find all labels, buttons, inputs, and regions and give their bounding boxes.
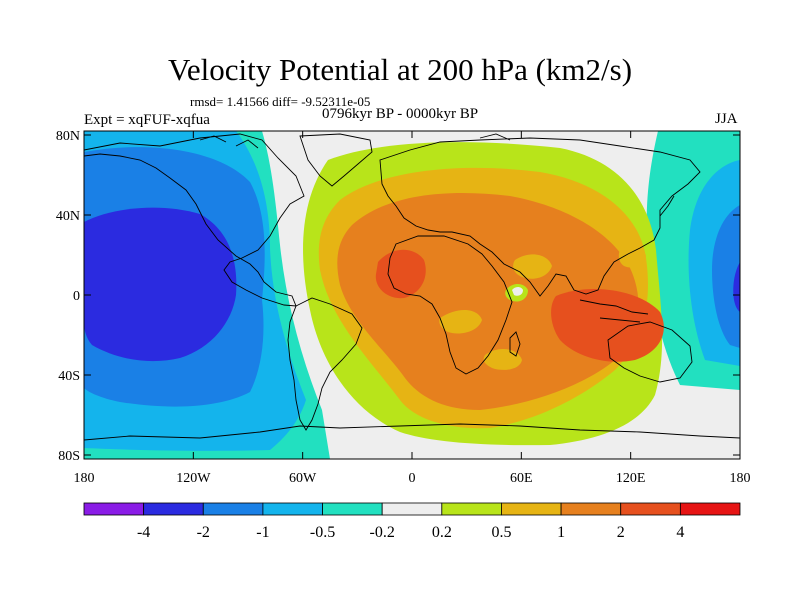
coastline-africa: [387, 235, 513, 375]
lon-tick-label: 0: [409, 471, 416, 486]
colorbar-label: 4: [676, 524, 684, 541]
colorbar-box: [441, 502, 502, 516]
lat-tick-label: 80S: [58, 449, 80, 464]
colorbar-label: 2: [617, 524, 625, 541]
coastline-eurasia: [379, 137, 701, 297]
colorbar-box: [262, 502, 323, 516]
lat-tick-label: 40S: [58, 369, 80, 384]
coastline-indonesia: [579, 299, 649, 323]
contour-neg-02-spot: [512, 287, 523, 296]
period-label: 0796kyr BP - 0000kyr BP: [322, 106, 479, 122]
colorbar-label: -1: [256, 524, 269, 541]
coastline-madagascar: [509, 331, 521, 357]
colorbar-box: [202, 502, 264, 516]
lat-tick-label: 80N: [56, 129, 80, 144]
lon-tick-label: 120E: [616, 471, 646, 486]
contour-neg-2-east: [733, 262, 740, 312]
lon-tick-label: 180: [74, 471, 95, 486]
coastline-arctic-islands: [199, 133, 511, 149]
coastline-layer: [84, 133, 740, 441]
season-label: JJA: [715, 111, 738, 127]
colorbar-box: [501, 502, 562, 516]
experiment-label: Expt = xqFUF-xqfua: [84, 112, 210, 128]
contour-pos-1: [337, 192, 639, 410]
contour-pos-05-patch-3: [513, 254, 552, 279]
colorbar-box: [620, 502, 681, 516]
latitude-axis: 80N 40N 0 40S 80S: [56, 129, 740, 464]
lon-tick-label: 120W: [176, 471, 211, 486]
colorbar-box: [381, 502, 443, 516]
coastline-antarctica: [84, 423, 740, 441]
contour-pos-2-africa: [375, 249, 426, 299]
colorbar-label: -0.5: [310, 524, 335, 541]
map-title: Velocity Potential at 200 hPa (km2/s): [167, 52, 633, 87]
colorbar: -4 -2 -1 -0.5 -0.2 0.2 0.5 1 2 4: [83, 502, 741, 541]
colorbar-box: [143, 502, 204, 516]
contour-neg-2: [84, 207, 237, 362]
contour-pos-05-patch-2: [439, 309, 482, 334]
coastline-japan: [659, 195, 675, 217]
colorbar-label: -2: [197, 524, 210, 541]
coastline-greenland: [299, 133, 373, 187]
colorbar-box: [679, 502, 741, 516]
colorbar-label: -4: [137, 524, 150, 541]
colorbar-label: 1: [557, 524, 565, 541]
contour-neg-1-east: [712, 205, 740, 348]
colorbar-label: 0.2: [432, 524, 452, 541]
contour-pos-05-patch-4: [618, 245, 646, 268]
colorbar-label: 0.5: [491, 524, 511, 541]
coastline-north-america: [84, 133, 305, 307]
colorbar-label: -0.2: [370, 524, 395, 541]
lat-tick-label: 40N: [56, 209, 80, 224]
contour-pos-2-indo: [551, 289, 664, 362]
lat-tick-label: 0: [73, 289, 80, 304]
colorbar-box: [560, 502, 622, 516]
contour-pos-05-patch-1: [483, 348, 522, 370]
lon-tick-label: 60W: [289, 471, 317, 486]
coastline-south-america: [287, 297, 363, 431]
coastline-australia: [607, 321, 693, 383]
lon-tick-label: 60E: [510, 471, 533, 486]
colorbar-box: [322, 502, 383, 516]
colorbar-box: [83, 502, 145, 516]
longitude-axis: 180 120W 60W 0 60E 120E 180: [74, 131, 751, 486]
stats-text: rmsd= 1.41566 diff= -9.52311e-05: [190, 94, 371, 109]
lon-tick-label: 180: [730, 471, 751, 486]
